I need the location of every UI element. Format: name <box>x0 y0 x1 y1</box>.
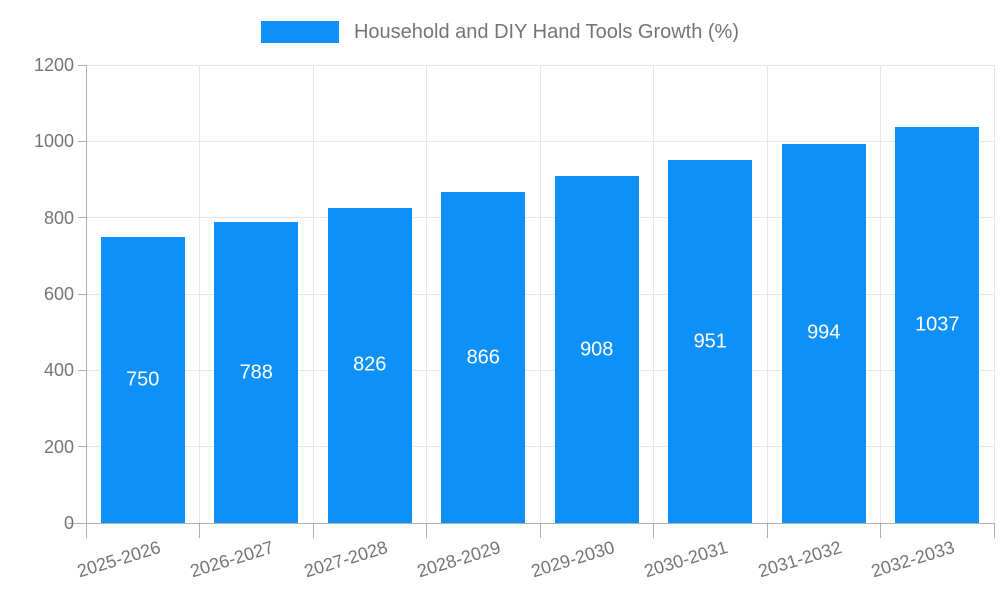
bar-2029-2030[interactable] <box>554 176 639 523</box>
gridline-vertical <box>993 65 995 523</box>
x-axis-tick <box>85 523 87 538</box>
bar-2028-2029[interactable] <box>441 192 526 523</box>
gridline-vertical <box>880 65 881 523</box>
gridline-vertical <box>539 65 541 523</box>
bar-2027-2028[interactable] <box>327 207 412 523</box>
x-axis-tick-label: 2031-2032 <box>755 537 844 582</box>
x-axis-tick-label: 2029-2030 <box>528 537 617 582</box>
y-axis-tick-label: 1200 <box>33 55 74 75</box>
bar-value-label: 866 <box>466 346 500 369</box>
x-axis-tick <box>199 523 200 538</box>
bar-2030-2031[interactable] <box>668 160 753 523</box>
x-axis-tick-label: 2028-2029 <box>414 537 504 582</box>
x-axis-tick <box>993 523 995 538</box>
x-axis-tick <box>880 523 881 538</box>
y-axis-tick-label: 600 <box>43 284 74 304</box>
y-axis-tick-label: 400 <box>43 360 74 381</box>
bar-2032-2033[interactable] <box>895 127 980 523</box>
x-axis-tick-label: 2026-2027 <box>187 537 277 582</box>
x-axis-tick <box>539 523 541 538</box>
bar-2031-2032[interactable] <box>781 143 866 523</box>
x-axis-tick-label: 2032-2033 <box>868 537 958 582</box>
y-axis-tick-label: 0 <box>63 513 74 533</box>
bar-value-label: 908 <box>580 338 614 361</box>
y-axis-tick <box>78 522 86 524</box>
x-axis-line <box>68 523 994 524</box>
y-axis-line <box>86 65 87 523</box>
bar-value-label: 1037 <box>915 313 960 336</box>
y-axis-tick <box>78 64 86 66</box>
gridline-vertical <box>199 65 200 523</box>
bar-2026-2027[interactable] <box>214 222 299 523</box>
x-axis-tick-label: 2025-2026 <box>74 537 163 582</box>
y-axis-tick-label: 800 <box>43 207 74 228</box>
x-axis-tick <box>426 523 427 538</box>
bar-value-label: 826 <box>353 353 387 376</box>
gridline-vertical <box>426 65 427 523</box>
gridline-vertical <box>766 65 768 523</box>
bar-value-label: 994 <box>807 321 841 344</box>
x-axis-tick <box>653 523 654 538</box>
y-axis-tick <box>78 369 86 371</box>
x-axis-tick-label: 2027-2028 <box>301 537 390 582</box>
x-axis-tick-label: 2030-2031 <box>641 537 731 582</box>
y-axis-tick <box>78 140 86 142</box>
y-axis-tick <box>78 217 86 219</box>
y-axis-tick <box>78 446 86 448</box>
bar-value-label: 750 <box>126 368 160 391</box>
y-axis-tick <box>78 293 86 295</box>
gridline-vertical <box>653 65 654 523</box>
gridline-vertical <box>312 65 314 523</box>
bar-value-label: 951 <box>693 330 727 353</box>
y-axis-tick-label: 1000 <box>33 131 74 152</box>
bar-value-label: 788 <box>239 361 273 384</box>
x-axis-tick <box>312 523 314 538</box>
chart-title: Household and DIY Hand Tools Growth (%) <box>353 20 740 43</box>
bar-2025-2026[interactable] <box>100 236 185 523</box>
x-axis-tick <box>766 523 768 538</box>
y-axis-tick-label: 200 <box>43 436 74 457</box>
chart-legend: Household and DIY Hand Tools Growth (%) <box>0 18 1000 46</box>
legend-swatch[interactable] <box>260 21 339 43</box>
